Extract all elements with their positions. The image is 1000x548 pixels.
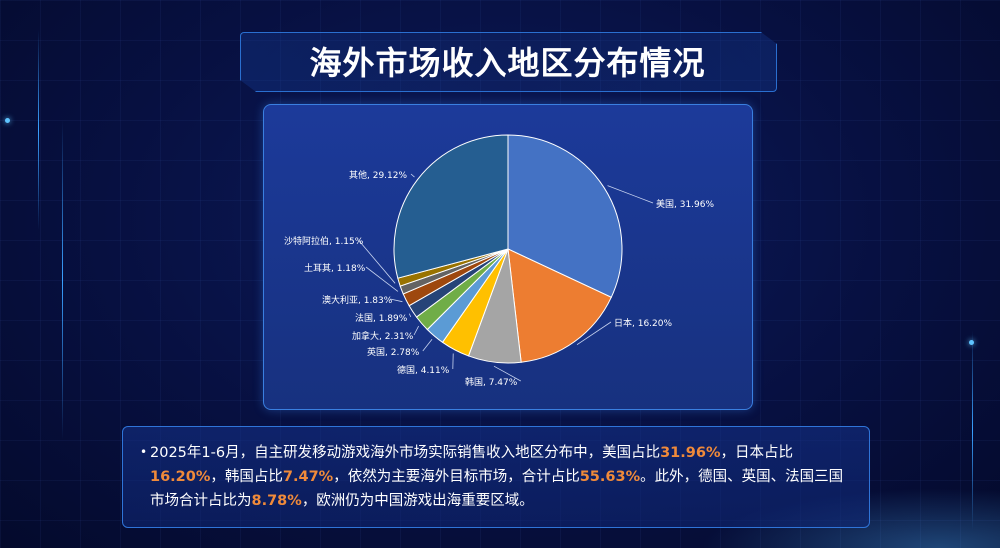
slice-label-7: 法国, 1.89% [355, 312, 408, 324]
summary-value-europe: 8.78% [251, 493, 302, 509]
leader-line-5 [422, 339, 433, 352]
pie-slice-2 [507, 248, 612, 363]
slice-label-6: 加拿大, 2.31% [352, 330, 414, 342]
page-title: 海外市场收入地区分布情况 [309, 44, 706, 82]
leader-line-2 [576, 321, 612, 346]
slice-label-8: 澳大利亚, 1.83% [322, 294, 393, 306]
summary-text: 2025年1-6月，自主研发移动游戏海外市场实际销售收入地区分布中，美国占比31… [150, 441, 850, 513]
slice-label-11: 其他, 29.12% [349, 169, 407, 181]
leader-line-10 [358, 239, 396, 284]
summary-part-2: ，日本占比 [720, 445, 794, 461]
slice-label-2: 日本, 16.20% [614, 317, 672, 329]
slice-label-1: 美国, 31.96% [656, 198, 714, 210]
decor-line-left [38, 30, 39, 230]
slice-label-3: 韩国, 7.47% [465, 376, 518, 388]
summary-value-japan: 16.20% [150, 469, 211, 485]
summary-part-5: 。此外，德国、英国、法国三国市场合计占比为 [150, 469, 844, 509]
slice-label-4: 德国, 4.11% [397, 364, 450, 376]
decor-line-right [972, 330, 973, 530]
leader-line-6 [413, 325, 419, 336]
leader-line-11 [410, 173, 415, 178]
title-frame [240, 32, 777, 92]
slice-label-9: 土耳其, 1.18% [304, 262, 366, 274]
pie-slice-1 [507, 134, 623, 298]
decor-dot-left [5, 118, 10, 123]
leader-line-1 [607, 185, 654, 204]
summary-value-usa: 31.96% [660, 445, 721, 461]
leader-line-8 [390, 298, 403, 303]
summary-panel [122, 426, 870, 528]
summary-part-1: 2025年1-6月，自主研发移动游戏海外市场实际销售收入地区分布中，美国占比 [150, 445, 661, 461]
pie-slice-11 [393, 134, 509, 279]
slice-label-10: 沙特阿拉伯, 1.15% [284, 235, 364, 247]
summary-part-6: ，欧洲仍为中国游戏出海重要区域。 [301, 493, 534, 509]
leader-line-9 [365, 266, 399, 292]
decor-line-left-2 [62, 120, 63, 440]
summary-part-4: ，依然为主要海外目标市场，合计占比 [333, 469, 580, 485]
summary-value-korea: 7.47% [282, 469, 334, 485]
slice-label-5: 英国, 2.78% [367, 346, 420, 358]
summary-value-total: 55.63% [579, 469, 641, 485]
leader-line-7 [408, 313, 412, 318]
summary-part-3: ，韩国占比 [210, 469, 283, 485]
leader-line-3 [493, 365, 521, 382]
decor-dot-right [969, 340, 974, 345]
bullet-icon: • [140, 445, 148, 459]
